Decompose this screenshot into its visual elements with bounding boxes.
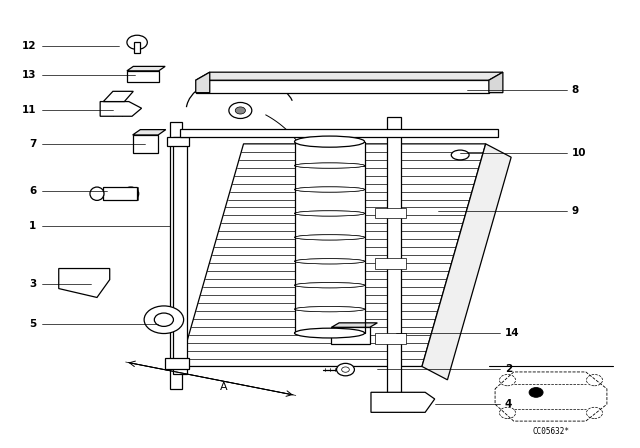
Polygon shape xyxy=(127,66,165,71)
Polygon shape xyxy=(294,285,365,309)
Circle shape xyxy=(236,107,246,114)
Ellipse shape xyxy=(90,187,104,200)
Text: CC05632*: CC05632* xyxy=(532,426,570,435)
Ellipse shape xyxy=(294,258,365,264)
Polygon shape xyxy=(196,72,503,80)
Circle shape xyxy=(342,367,349,372)
Circle shape xyxy=(229,103,252,118)
Ellipse shape xyxy=(294,328,365,338)
Polygon shape xyxy=(196,80,489,93)
Ellipse shape xyxy=(294,211,365,216)
Polygon shape xyxy=(173,137,188,375)
Polygon shape xyxy=(332,323,378,327)
Text: 2: 2 xyxy=(505,364,512,374)
Text: 5: 5 xyxy=(29,319,36,329)
Ellipse shape xyxy=(294,306,365,312)
Text: 10: 10 xyxy=(572,148,586,158)
Polygon shape xyxy=(294,261,365,285)
Polygon shape xyxy=(294,309,365,333)
Polygon shape xyxy=(332,327,370,344)
Text: 13: 13 xyxy=(22,70,36,80)
Polygon shape xyxy=(100,102,141,116)
Ellipse shape xyxy=(294,331,365,336)
Text: 11: 11 xyxy=(22,105,36,116)
Ellipse shape xyxy=(154,313,173,327)
Ellipse shape xyxy=(294,163,365,168)
Polygon shape xyxy=(103,91,133,102)
Polygon shape xyxy=(489,72,503,93)
Polygon shape xyxy=(180,144,486,366)
Polygon shape xyxy=(103,188,137,200)
Polygon shape xyxy=(294,142,365,166)
Text: 1: 1 xyxy=(29,221,36,231)
Ellipse shape xyxy=(294,163,365,168)
Text: 7: 7 xyxy=(29,139,36,149)
Ellipse shape xyxy=(294,283,365,288)
Polygon shape xyxy=(422,144,511,380)
Text: A: A xyxy=(220,382,227,392)
Ellipse shape xyxy=(123,187,139,200)
Ellipse shape xyxy=(294,258,365,264)
Circle shape xyxy=(127,35,147,49)
Polygon shape xyxy=(134,43,140,53)
Polygon shape xyxy=(294,190,365,213)
Ellipse shape xyxy=(294,235,365,240)
Text: 9: 9 xyxy=(572,206,579,215)
Polygon shape xyxy=(170,121,182,389)
Polygon shape xyxy=(294,166,365,190)
Text: 8: 8 xyxy=(572,86,579,95)
Polygon shape xyxy=(294,213,365,237)
Ellipse shape xyxy=(294,187,365,192)
Text: 4: 4 xyxy=(505,399,512,409)
Text: 3: 3 xyxy=(29,279,36,289)
Ellipse shape xyxy=(294,139,365,144)
Polygon shape xyxy=(376,208,406,219)
Ellipse shape xyxy=(294,187,365,192)
Polygon shape xyxy=(294,237,365,261)
Ellipse shape xyxy=(144,306,184,333)
Text: 14: 14 xyxy=(505,328,520,338)
Circle shape xyxy=(337,363,355,376)
Polygon shape xyxy=(376,333,406,344)
Ellipse shape xyxy=(294,306,365,312)
Text: 12: 12 xyxy=(22,41,36,51)
Polygon shape xyxy=(59,268,109,297)
Circle shape xyxy=(529,388,543,397)
Ellipse shape xyxy=(451,150,469,160)
Polygon shape xyxy=(180,129,499,137)
Polygon shape xyxy=(132,135,158,153)
Polygon shape xyxy=(371,392,435,412)
Polygon shape xyxy=(376,258,406,269)
Polygon shape xyxy=(132,129,166,135)
Ellipse shape xyxy=(294,136,365,147)
Polygon shape xyxy=(127,71,159,82)
Ellipse shape xyxy=(294,211,365,216)
Polygon shape xyxy=(165,358,189,369)
Ellipse shape xyxy=(294,235,365,240)
Polygon shape xyxy=(167,137,189,146)
Polygon shape xyxy=(387,117,401,393)
Polygon shape xyxy=(196,72,210,93)
Ellipse shape xyxy=(294,283,365,288)
Text: 6: 6 xyxy=(29,185,36,196)
